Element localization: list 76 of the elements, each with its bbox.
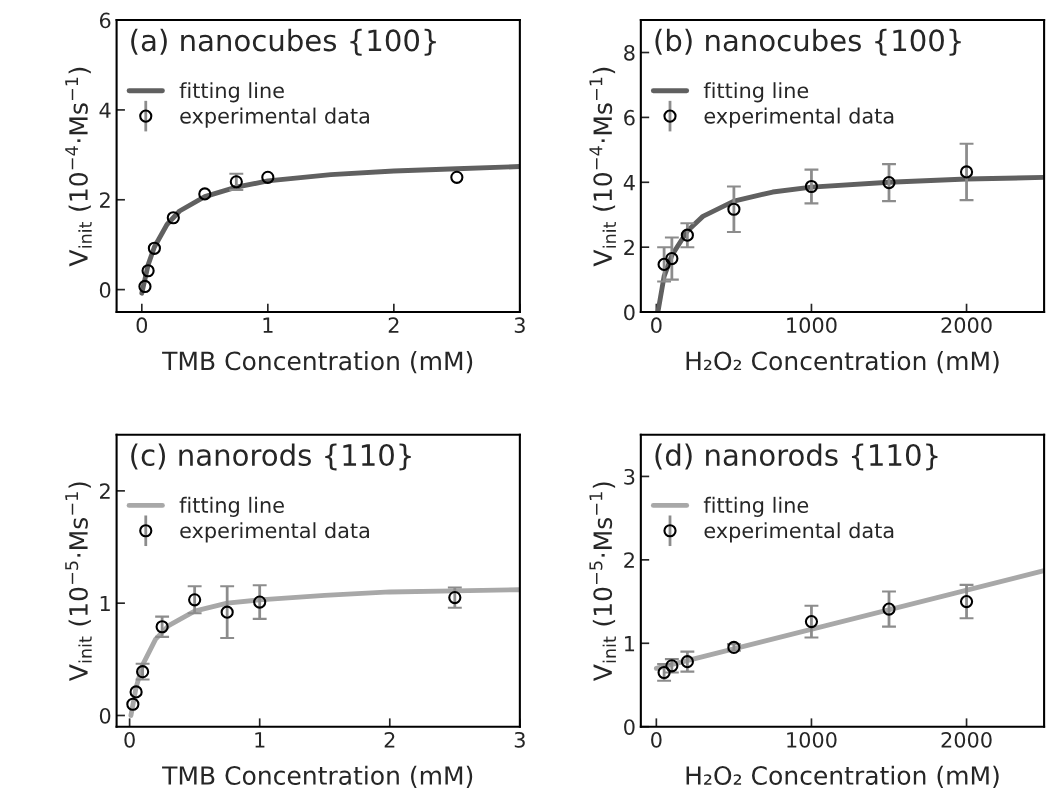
y-tick-label: 0 — [99, 707, 111, 724]
legend-label: fitting line — [703, 496, 809, 518]
point — [261, 170, 275, 184]
point — [129, 685, 143, 699]
x-tick-label: 0 — [136, 317, 148, 334]
y-axis-title: V$_{init}$ (10$^{−4}$·Ms$^{−1}$) — [65, 67, 92, 267]
point — [166, 211, 180, 225]
point — [138, 279, 152, 294]
point — [448, 590, 462, 605]
y-tick-label: 1 — [625, 636, 635, 652]
y-tick-label: 1 — [100, 595, 110, 612]
chart-title: (c) nanorods {110} — [131, 443, 411, 471]
legend-label: fitting line — [703, 82, 809, 103]
y-tick-label: 4 — [623, 175, 635, 191]
chart-title: (d) nanorods {110} — [655, 443, 938, 471]
y-tick-label: 0 — [624, 304, 635, 321]
y-tick-label: 2 — [100, 483, 110, 499]
legend-label: experimental data — [704, 522, 894, 543]
point — [147, 241, 161, 255]
point — [657, 257, 671, 271]
x-tick-label: 0 — [651, 317, 662, 334]
point — [959, 594, 974, 609]
point — [198, 187, 212, 201]
y-tick-label: 2 — [624, 239, 634, 256]
x-tick-label: 2 — [384, 731, 395, 748]
y-tick-label: 0 — [624, 719, 635, 735]
x-tick-label: 2000 — [941, 317, 992, 334]
point — [727, 202, 741, 216]
legend-label: experimental data — [180, 107, 369, 128]
y-axis-title: V$_{init}$ (10$^{−5}$·Ms$^{−1}$) — [65, 482, 92, 682]
x-axis-title: TMB Concentration (mM) — [162, 350, 473, 374]
point — [882, 176, 896, 190]
point — [804, 615, 819, 629]
point — [126, 697, 140, 711]
y-tick-label: 6 — [624, 109, 635, 126]
y-tick-label: 4 — [99, 102, 111, 118]
x-tick-label: 3 — [514, 731, 525, 748]
x-axis-title: H₂O₂ Concentration (mM) — [686, 765, 999, 788]
point — [141, 264, 155, 278]
chart-title: (a) nanocubes {100} — [131, 28, 436, 56]
y-tick-label: 6 — [99, 12, 111, 29]
y-tick-label: 2 — [100, 192, 110, 208]
line-series — [139, 164, 520, 296]
legend-label: fitting line — [179, 82, 284, 103]
point — [220, 605, 234, 619]
point — [450, 170, 464, 184]
x-tick-label: 0 — [651, 731, 662, 748]
point — [188, 593, 202, 607]
x-tick-label: 3 — [514, 317, 525, 334]
x-tick-label: 1000 — [787, 731, 837, 748]
x-tick-label: 0 — [124, 731, 135, 748]
y-axis-title: V$_{init}$ (10$^{−5}$·Ms$^{−1}$) — [589, 482, 616, 682]
chart-title: (b) nanocubes {100} — [655, 28, 961, 56]
legend-label: experimental data — [180, 522, 369, 543]
x-axis-title: H₂O₂ Concentration (mM) — [686, 350, 999, 374]
y-axis-title: V$_{init}$ (10$^{−4}$·Ms$^{−1}$) — [589, 67, 616, 267]
point — [680, 228, 694, 242]
point — [882, 602, 896, 616]
y-tick-label: 2 — [624, 552, 634, 568]
point — [253, 595, 267, 609]
legend-label: fitting line — [179, 496, 284, 518]
x-tick-label: 1 — [263, 317, 273, 333]
x-tick-label: 2000 — [941, 731, 992, 748]
point — [155, 620, 169, 634]
point — [680, 655, 694, 669]
legend-label: experimental data — [704, 107, 894, 128]
x-tick-label: 2 — [388, 317, 399, 333]
point — [665, 251, 679, 266]
y-tick-label: 0 — [99, 282, 111, 298]
point — [804, 179, 819, 194]
x-axis-title: TMB Concentration (mM) — [162, 765, 473, 788]
x-tick-label: 1000 — [787, 317, 837, 334]
x-tick-label: 1 — [255, 732, 265, 748]
y-tick-label: 3 — [624, 468, 635, 485]
point — [959, 165, 974, 179]
y-tick-label: 8 — [624, 44, 635, 61]
